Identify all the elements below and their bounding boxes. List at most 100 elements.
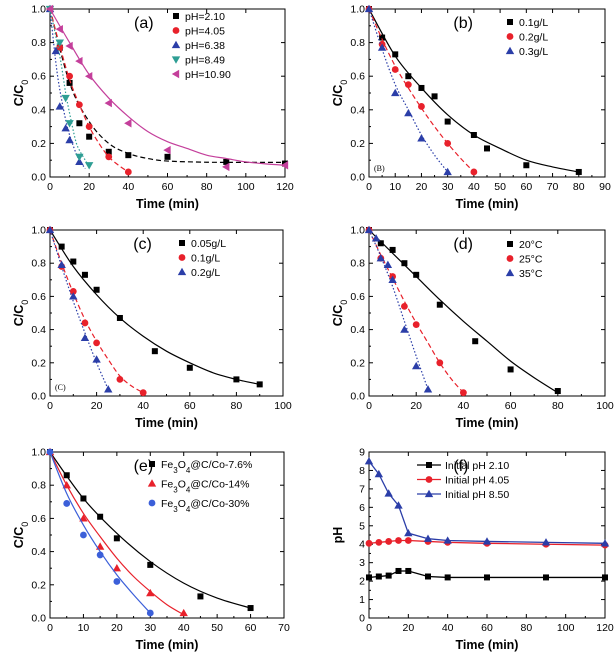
data-point [400,325,409,333]
x-tick-label: 40 [468,181,480,193]
x-tick-label: 10 [389,181,401,193]
x-tick-label: 30 [442,181,454,193]
data-point [404,81,412,88]
x-tick-label: 20 [91,400,103,412]
series-line [368,539,606,546]
x-tick-label: 80 [573,181,585,193]
data-point [97,513,104,520]
data-point [394,501,403,509]
y-axis-label: C/C0 [12,522,30,549]
data-point [86,133,93,140]
legend-entry: pH=6.38 [171,40,225,52]
data-point [385,538,393,545]
data-point [139,389,147,397]
y-tick-label: 3 [359,557,365,569]
y-tick-label: 1.0 [350,4,365,16]
panel-a: 0 20 40 60 80 100 120 0.0 0.2 0.4 0.6 0.8 1.0 Time (m… [12,4,294,212]
y-tick-label: 0.6 [31,71,46,83]
x-tick-label: 80 [231,400,243,412]
x-tick-label: 30 [144,622,156,634]
data-point [388,275,397,283]
fit-curve [49,229,260,385]
legend-entry: 25°C [506,254,543,266]
data-point [93,286,100,293]
data-point [523,162,530,169]
data-point [56,44,64,52]
y-tick-label: 5 [359,520,365,532]
series-1 [365,5,478,176]
legend-entry: Fe3O4@C/Co-14% [147,479,249,494]
fit-curve [368,229,559,394]
panel-c: 0 20 40 60 80 100 0.0 0.2 0.4 0.6 0.8 1.0 Time (min)… [12,225,292,431]
x-tick-label: 0 [47,622,53,634]
y-tick-label: 0.4 [350,104,365,116]
data-point [164,153,171,160]
x-axis-label: Time (min) [456,197,519,211]
x-tick-label: 40 [442,622,454,634]
series-2 [45,4,86,169]
data-point [63,472,70,479]
data-point [374,469,384,478]
data-point [418,84,425,91]
legend-label: pH=4.05 [185,26,225,38]
inset-label: (C) [55,383,66,392]
fit-curve [49,8,90,168]
x-tick-label: 20 [402,622,414,634]
y-tick-label: 8 [359,465,365,477]
x-tick-label: 70 [547,181,559,193]
data-point [55,24,63,34]
legend-entry: pH=10.90 [171,69,231,81]
legend-marker [426,462,432,468]
data-point [600,539,610,547]
data-point [65,41,73,51]
y-axis-label: C/C0 [12,80,30,107]
data-point [84,72,93,81]
legend-marker [507,241,513,247]
data-point [391,88,400,97]
data-point [57,260,66,269]
series-0 [47,6,288,167]
data-point [92,355,101,363]
x-tick-label: 20 [416,181,428,193]
fit-curve [368,229,429,390]
data-point [69,292,78,300]
legend-marker [149,461,155,467]
x-tick-label: 10 [78,622,90,634]
legend-label: 0.1g/L [191,253,220,265]
data-point [112,564,122,572]
data-point [105,148,112,155]
legend-marker [179,240,185,246]
series-line [368,570,605,579]
legend-label: Fe3O4@C/Co-30% [161,498,249,514]
legend-label: 0.3g/L [519,46,548,58]
fit-curve [49,451,251,609]
y-tick-label: 1.0 [350,225,365,237]
legend-marker [172,27,180,34]
y-tick-label: 0.2 [31,357,46,369]
data-point [383,260,393,269]
y-tick-label: 0.0 [31,172,46,184]
plot-frame [49,229,284,397]
fit-curve [49,229,144,394]
data-point [146,609,154,617]
data-point [425,573,431,580]
x-tick-label: 50 [494,181,506,193]
data-point [484,145,490,152]
legend-label: Initial pH 4.05 [445,475,509,487]
data-point [93,339,100,347]
data-point [51,46,61,55]
legend-marker [177,267,187,276]
data-point [379,34,386,41]
panel-label: (b) [453,15,473,32]
data-point [364,4,374,13]
data-point [247,605,254,612]
data-point [364,225,374,234]
data-point [104,98,112,108]
data-point [113,578,121,585]
data-point [484,574,490,581]
data-point [423,385,433,393]
panel-label: (f) [453,458,468,475]
legend-entry: 35°C [505,268,543,280]
x-tick-label: 120 [276,181,294,193]
x-tick-label: 100 [274,400,292,412]
